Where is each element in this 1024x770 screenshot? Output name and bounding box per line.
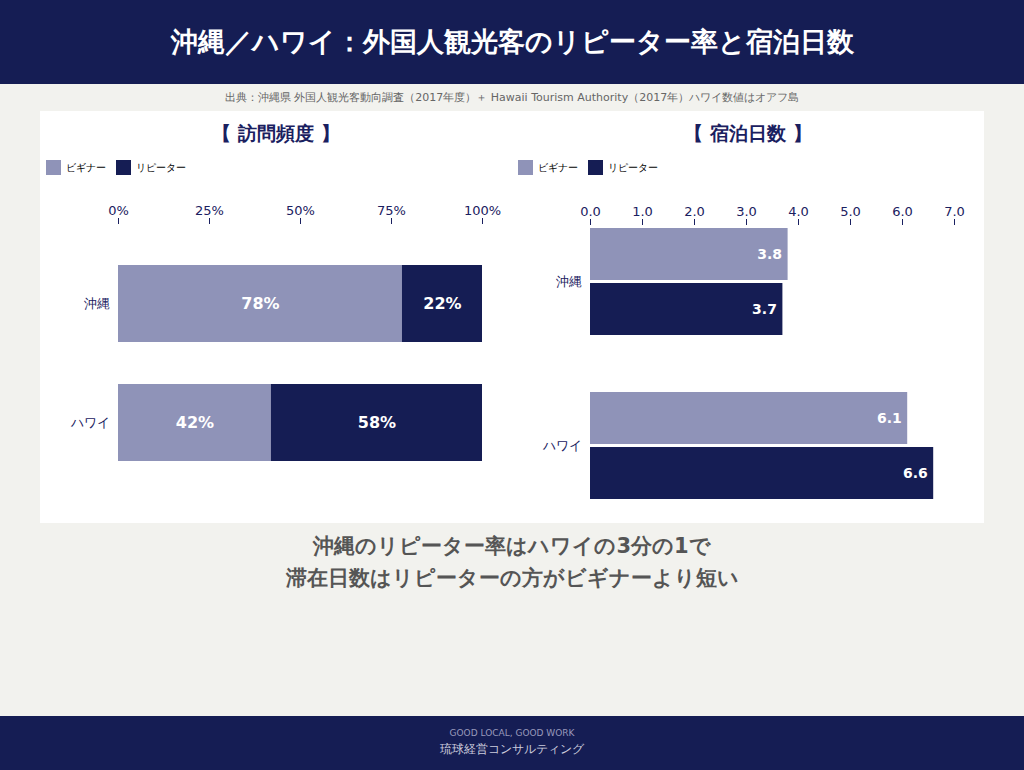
html-text:滞在日数はリピーターの方がビギナーより短い: 滞在日数はリピーターの方がビギナーより短い <box>285 565 739 590</box>
svg-text:100%: 100% <box>464 203 501 218</box>
html-text:GOOD LOCAL, GOOD WORK: GOOD LOCAL, GOOD WORK <box>449 728 575 738</box>
svg-text:42%: 42% <box>176 413 214 432</box>
html-text:リピーター: リピーター <box>608 160 658 174</box>
svg-text:4.0: 4.0 <box>788 204 809 219</box>
svg-text:0.0: 0.0 <box>580 204 601 219</box>
svg-text:6.0: 6.0 <box>892 204 913 219</box>
svg-text:3.7: 3.7 <box>752 301 777 317</box>
svg-text:7.0: 7.0 <box>944 204 965 219</box>
svg-text:0%: 0% <box>108 203 129 218</box>
html-text:リピーター: リピーター <box>136 160 186 174</box>
html-text:【 宿泊日数 】: 【 宿泊日数 】 <box>684 122 812 144</box>
svg-text:75%: 75% <box>377 203 406 218</box>
svg-text:5.0: 5.0 <box>840 204 861 219</box>
svg-text:2.0: 2.0 <box>684 204 705 219</box>
html-text:沖縄のリピーター率はハワイの3分の1で: 沖縄のリピーター率はハワイの3分の1で <box>313 534 711 558</box>
svg-text:1.0: 1.0 <box>632 204 653 219</box>
svg-text:6.6: 6.6 <box>903 465 928 481</box>
svg-text:沖縄: 沖縄 <box>556 274 582 289</box>
html-text:出典：沖縄県 外国人観光客動向調査（2017年度）＋ Haw: 出典：沖縄県 外国人観光客動向調査（2017年度）＋ Hawaii Touris… <box>224 91 800 104</box>
html-text:ビギナー: ビギナー <box>66 160 106 174</box>
html-text:琉球経営コンサルティング: 琉球経営コンサルティング <box>440 742 584 756</box>
svg-text:25%: 25% <box>195 203 224 218</box>
svg-text:58%: 58% <box>358 413 396 432</box>
svg-text:沖縄: 沖縄 <box>84 296 110 311</box>
svg-text:50%: 50% <box>286 203 315 218</box>
svg-text:ハワイ: ハワイ <box>70 415 110 430</box>
svg-text:ハワイ: ハワイ <box>542 438 582 453</box>
svg-text:3.8: 3.8 <box>757 246 782 262</box>
html-text:沖縄／ハワイ：外国人観光客のリピーター率と宿泊日数: 沖縄／ハワイ：外国人観光客のリピーター率と宿泊日数 <box>170 26 854 57</box>
html-text:【 訪問頻度 】: 【 訪問頻度 】 <box>212 122 340 144</box>
svg-text:6.1: 6.1 <box>877 410 902 426</box>
html-text:ビギナー: ビギナー <box>538 160 578 174</box>
svg-text:78%: 78% <box>241 294 279 313</box>
svg-text:22%: 22% <box>423 294 461 313</box>
svg-text:3.0: 3.0 <box>736 204 757 219</box>
